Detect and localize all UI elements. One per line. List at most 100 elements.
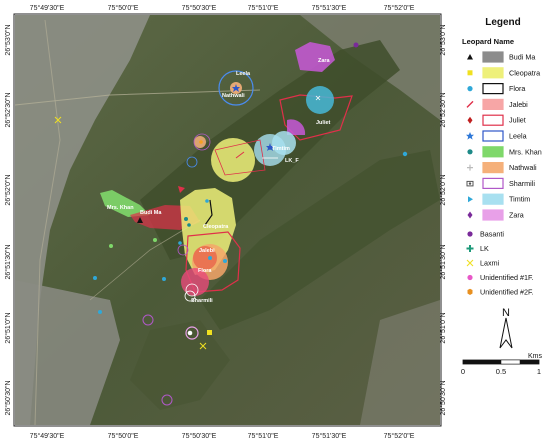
right-tick-label: 26°51'30"N bbox=[439, 244, 447, 279]
north-arrow: N bbox=[499, 307, 513, 349]
legend-subtitle: Leopard Name bbox=[462, 37, 514, 46]
legend-item: Zara bbox=[467, 209, 524, 221]
label-zara: Zara bbox=[318, 58, 331, 64]
left-tick-label: 26°52'0"N bbox=[4, 174, 12, 205]
legend-label: Zara bbox=[509, 211, 524, 220]
legend-label: Timtim bbox=[509, 195, 530, 204]
x-icon bbox=[466, 259, 474, 267]
sharmili-range bbox=[181, 268, 209, 296]
left-tick-label: 26°53'0"N bbox=[4, 24, 12, 55]
bottom-tick-label: 75°49'30"E bbox=[30, 432, 65, 440]
top-tick-label: 75°50'0"E bbox=[108, 4, 139, 12]
mrskhan-range bbox=[100, 190, 150, 217]
right-tick-label: 26°53'0"N bbox=[439, 24, 447, 55]
legend-item: Nathwali bbox=[467, 162, 537, 174]
legend-item: Laxmi bbox=[466, 259, 500, 268]
scale-tick-0: 0 bbox=[461, 367, 465, 376]
legend-item: Sharmili bbox=[466, 177, 535, 189]
right-tick-label: 26°50'30"N bbox=[439, 380, 447, 415]
diamond-icon bbox=[467, 116, 473, 124]
leela-range bbox=[218, 70, 254, 106]
label-budima: Budi Ma bbox=[140, 210, 162, 216]
label-jalebi: Jalebi bbox=[199, 248, 215, 254]
label-flora: Flora bbox=[198, 268, 212, 274]
legend-swatch bbox=[482, 114, 504, 126]
legend-label: Leela bbox=[509, 132, 527, 141]
dot-icon bbox=[467, 231, 473, 237]
slash-icon bbox=[466, 100, 474, 108]
legend-swatch bbox=[482, 130, 504, 142]
left-tick-label: 26°51'30"N bbox=[4, 244, 12, 279]
top-tick-label: 75°51'0"E bbox=[248, 4, 279, 12]
legend-label: Budi Ma bbox=[509, 53, 535, 62]
legend: Legend Leopard Name Budi Ma Cleopatra Flor… bbox=[462, 17, 542, 297]
satellite-image bbox=[15, 15, 440, 425]
legend-item: Basanti bbox=[467, 230, 504, 239]
legend-swatch bbox=[482, 209, 504, 221]
bottom-tick-label: 75°52'0"E bbox=[384, 432, 415, 440]
legend-item: Budi Ma bbox=[467, 51, 535, 63]
star-icon bbox=[466, 132, 474, 140]
hexagon-icon bbox=[467, 288, 473, 295]
right-tick-label: 26°52'30"N bbox=[439, 92, 447, 127]
legend-swatch bbox=[482, 193, 504, 205]
map-labels: Zara Leela Nathwali Juliet Timtim LK_F M… bbox=[107, 58, 331, 304]
legend-label: Juliet bbox=[509, 116, 526, 125]
graticule-ticks: 75°49'30"E 75°50'0"E 75°50'30"E 75°51'0"E 75… bbox=[4, 4, 447, 440]
legend-label: Basanti bbox=[480, 230, 504, 239]
bottom-tick-label: 75°50'30"E bbox=[182, 432, 217, 440]
legend-swatch bbox=[482, 177, 504, 189]
label-cleopatra: Cleopatra bbox=[203, 224, 229, 230]
camera-icon bbox=[466, 180, 474, 187]
dot-icon bbox=[467, 274, 473, 281]
left-tick-label: 26°50'30"N bbox=[4, 380, 12, 415]
top-tick-label: 75°49'30"E bbox=[30, 4, 65, 12]
legend-swatch bbox=[482, 146, 504, 158]
top-tick-label: 75°51'30"E bbox=[312, 4, 347, 12]
legend-item: Jalebi bbox=[466, 98, 528, 111]
legend-item: Juliet bbox=[467, 114, 526, 126]
right-tick-label: 26°52'0"N bbox=[439, 174, 447, 205]
scale-bar: Kms 0 0.5 1 bbox=[461, 353, 543, 376]
legend-label: Flora bbox=[509, 84, 525, 93]
label-lkf: LK_F bbox=[285, 158, 299, 164]
label-timtim: Timtim bbox=[272, 146, 290, 152]
north-label: N bbox=[502, 307, 510, 319]
legend-item: Leela bbox=[466, 130, 527, 142]
square-icon bbox=[467, 70, 473, 76]
flag-icon bbox=[468, 196, 473, 203]
top-tick-label: 75°50'30"E bbox=[182, 4, 217, 12]
legend-item: Unidentified #1F. bbox=[467, 273, 534, 282]
legend-swatch bbox=[482, 162, 504, 174]
legend-item: Timtim bbox=[468, 193, 530, 205]
legend-label: Laxmi bbox=[480, 259, 500, 268]
north-arrow-icon bbox=[499, 317, 513, 349]
legend-label: Sharmili bbox=[509, 179, 535, 188]
legend-label: Unidentified #2F. bbox=[480, 288, 534, 297]
legend-label: LK bbox=[480, 244, 489, 253]
legend-swatch bbox=[482, 67, 504, 79]
legend-label: Jalebi bbox=[509, 100, 528, 109]
scale-tick-2: 1 bbox=[537, 367, 541, 376]
bottom-tick-label: 75°51'0"E bbox=[248, 432, 279, 440]
legend-label: Mrs. Khan bbox=[509, 147, 542, 156]
zara-range bbox=[295, 42, 335, 72]
diamond-icon bbox=[467, 211, 473, 219]
legend-swatch bbox=[482, 51, 504, 63]
bottom-tick-label: 75°50'0"E bbox=[108, 432, 139, 440]
dot-icon bbox=[467, 86, 473, 92]
label-leela: Leela bbox=[236, 71, 251, 77]
legend-item: Mrs. Khan bbox=[467, 146, 542, 158]
plus-icon bbox=[467, 164, 473, 171]
scale-unit: Kms bbox=[528, 353, 543, 360]
legend-item: Cleopatra bbox=[467, 67, 540, 79]
label-mrskhan: Mrs. Khan bbox=[107, 205, 134, 211]
label-juliet: Juliet bbox=[316, 120, 331, 126]
triangle-icon bbox=[467, 54, 473, 60]
lkf-range bbox=[211, 138, 255, 182]
label-nathwali: Nathwali bbox=[222, 93, 245, 99]
left-tick-label: 26°51'0"N bbox=[4, 312, 12, 343]
legend-label: Unidentified #1F. bbox=[480, 273, 534, 282]
legend-item: LK bbox=[466, 244, 489, 253]
